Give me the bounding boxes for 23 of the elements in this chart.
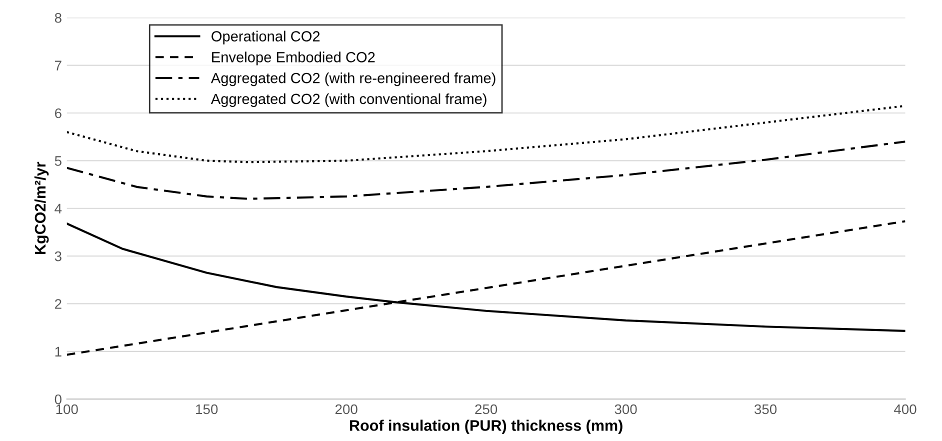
line-series <box>66 140 906 200</box>
x-tick-label: 250 <box>475 404 498 414</box>
y-tick-label: 7 <box>55 60 62 70</box>
legend-label: Operational CO2 <box>212 30 320 44</box>
x-tick-label: 200 <box>335 404 358 414</box>
y-tick-label: 1 <box>55 346 62 356</box>
y-tick-label: 0 <box>54 394 62 404</box>
legend-label: Envelope Embodied CO2 <box>212 52 375 66</box>
x-tick-label: 300 <box>614 404 637 414</box>
y-tick-label: 5 <box>54 156 62 166</box>
legend-label: Aggregated CO2 (with re-engineered frame) <box>210 72 496 86</box>
y-tick-label: 4 <box>54 204 62 214</box>
y-axis-title: KgCO2/m²/yr <box>34 162 49 254</box>
x-tick-label: 100 <box>56 404 78 414</box>
y-tick-label: 8 <box>54 12 62 23</box>
legend-label: Aggregated CO2 (with conventional frame) <box>210 93 486 108</box>
x-tick-label: 400 <box>894 404 916 414</box>
y-tick-label: 6 <box>55 108 62 118</box>
x-tick-label: 350 <box>754 404 777 414</box>
x-tick-label: 150 <box>196 404 218 414</box>
y-tick-label: 3 <box>54 251 62 262</box>
y-tick-label: 2 <box>54 299 62 309</box>
x-axis-title: Roof insulation (PUR) thickness (mm) <box>350 420 622 434</box>
